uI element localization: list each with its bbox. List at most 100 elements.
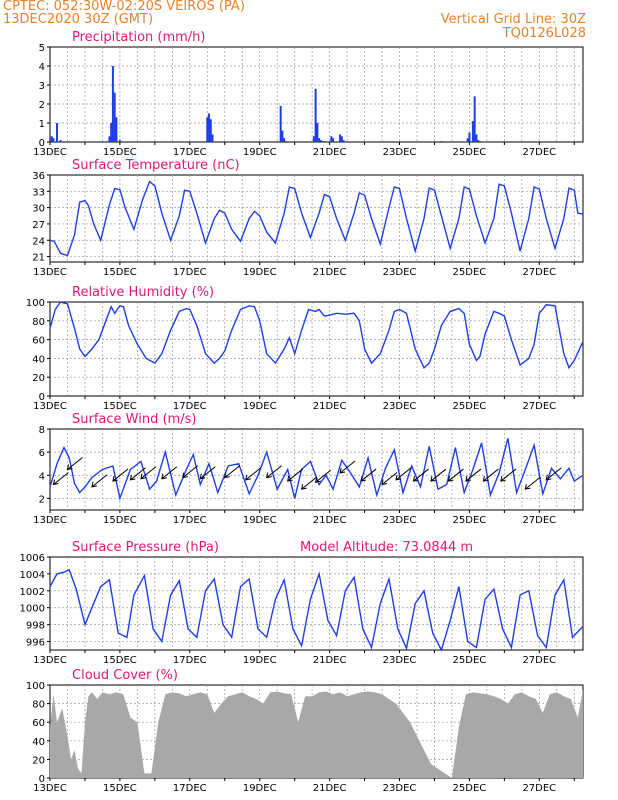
- x-tick-label-rh: 21DEC: [313, 401, 347, 412]
- x-tick-label-temp: 25DEC: [453, 267, 487, 278]
- precip-bar: [468, 132, 471, 142]
- wind-arrow-head: [339, 467, 346, 474]
- x-tick-label-pres: 17DEC: [173, 655, 207, 666]
- x-tick-label-wind: 23DEC: [383, 515, 417, 526]
- y-tick-label-cloud: 100: [26, 681, 45, 692]
- wind-arrow-head: [52, 479, 59, 486]
- wind-arrow-head: [430, 475, 437, 482]
- x-tick-label-wind: 13DEC: [33, 515, 67, 526]
- x-tick-label-rh: 17DEC: [173, 401, 207, 412]
- y-tick-label-precip: 2: [39, 100, 45, 111]
- y-tick-label-pres: 1000: [20, 604, 45, 615]
- wind-arrow-head: [287, 475, 293, 482]
- precip-bar: [206, 117, 209, 142]
- wind-arrow: [245, 467, 262, 481]
- y-tick-label-cloud: 80: [32, 700, 45, 711]
- wind-arrow: [395, 467, 412, 481]
- x-tick-label-temp: 19DEC: [243, 267, 277, 278]
- x-tick-label-precip: 25DEC: [453, 147, 487, 158]
- wind-arrow: [224, 465, 241, 478]
- header-date: 13DEC2020 30Z (GMT): [3, 12, 154, 27]
- precip-bar: [209, 119, 212, 142]
- precip-bar: [281, 130, 284, 142]
- y-tick-label-rh: 60: [32, 336, 45, 347]
- wind-arrow-head: [447, 475, 454, 482]
- precip-bar: [473, 96, 476, 142]
- wind-arrow-head: [66, 464, 73, 471]
- wind-arrow: [53, 472, 69, 485]
- panel-frame-pres: [49, 556, 584, 651]
- wind-arrow-head: [245, 474, 251, 481]
- wind-arrow: [315, 469, 331, 483]
- y-tick-label-precip: 3: [39, 81, 45, 92]
- panel-frame-rh: [49, 301, 584, 397]
- x-tick-label-rh: 15DEC: [103, 401, 137, 412]
- precip-bar: [279, 105, 282, 142]
- pres-series-line: [49, 568, 584, 652]
- x-tick-label-pres: 15DEC: [103, 655, 137, 666]
- y-tick-label-wind: 2: [39, 494, 45, 505]
- wind-arrow-head: [545, 474, 552, 481]
- wind-arrow: [287, 468, 303, 482]
- x-tick-label-precip: 13DEC: [33, 147, 67, 158]
- precip-bar: [113, 92, 116, 142]
- x-tick-label-pres: 25DEC: [453, 655, 487, 666]
- y-tick-label-temp: 36: [32, 171, 45, 182]
- y-tick-label-pres: 1004: [20, 570, 45, 581]
- precip-bar: [342, 140, 345, 142]
- x-tick-label-temp: 13DEC: [33, 267, 67, 278]
- header-model-id: TQ0126L028: [502, 26, 586, 41]
- wind-arrow: [500, 468, 517, 482]
- wind-arrow-head: [465, 475, 472, 482]
- precip-bar: [316, 123, 319, 142]
- panel-extra-pres: Model Altitude: 73.0844 m: [300, 540, 473, 555]
- y-tick-label-cloud: 0: [39, 774, 45, 785]
- y-tick-label-pres: 1006: [20, 553, 45, 564]
- wind-arrow-head: [182, 472, 188, 479]
- x-tick-label-temp: 21DEC: [313, 267, 347, 278]
- x-tick-label-precip: 15DEC: [103, 147, 137, 158]
- wind-arrow-head: [395, 474, 402, 481]
- y-tick-label-pres: 1002: [20, 587, 45, 598]
- panel-title-temp: Surface Temperature (nC): [72, 158, 240, 173]
- precip-bar: [321, 141, 324, 142]
- x-tick-label-pres: 19DEC: [243, 655, 277, 666]
- y-tick-label-rh: 80: [32, 317, 45, 328]
- x-tick-label-rh: 25DEC: [453, 401, 487, 412]
- precip-bar: [208, 113, 211, 142]
- y-tick-label-precip: 5: [39, 43, 45, 54]
- x-tick-label-pres: 13DEC: [33, 655, 67, 666]
- wind-arrow: [140, 466, 157, 480]
- precip-bar: [478, 141, 481, 142]
- x-tick-label-precip: 21DEC: [313, 147, 347, 158]
- y-tick-label-precip: 1: [39, 119, 45, 130]
- precip-bar: [211, 134, 214, 142]
- y-tick-label-temp: 33: [32, 187, 45, 198]
- precip-bar: [59, 140, 62, 142]
- precip-bar: [318, 138, 321, 142]
- x-tick-label-rh: 23DEC: [383, 401, 417, 412]
- wind-arrow-head: [199, 473, 206, 480]
- cloud-cover-area: [50, 689, 583, 778]
- wind-arrow-head: [266, 472, 272, 479]
- x-tick-label-precip: 23DEC: [383, 147, 417, 158]
- wind-arrow-head: [500, 475, 506, 482]
- x-tick-label-wind: 21DEC: [313, 515, 347, 526]
- x-tick-label-temp: 23DEC: [383, 267, 417, 278]
- x-tick-label-temp: 27DEC: [522, 267, 556, 278]
- x-tick-label-cloud: 27DEC: [522, 783, 556, 794]
- y-tick-label-temp: 27: [32, 220, 45, 231]
- wind-arrow: [545, 467, 562, 481]
- precip-bar: [52, 138, 55, 142]
- y-tick-label-wind: 6: [39, 448, 45, 459]
- x-tick-label-wind: 17DEC: [173, 515, 207, 526]
- temp-series-line: [49, 180, 584, 257]
- precip-bar: [115, 117, 118, 142]
- wind-arrow-head: [161, 473, 167, 480]
- wind-arrow-head: [301, 484, 307, 490]
- x-tick-label-wind: 15DEC: [103, 515, 137, 526]
- y-tick-label-cloud: 60: [32, 718, 45, 729]
- wind-arrow: [266, 465, 283, 478]
- y-tick-label-precip: 4: [39, 62, 45, 73]
